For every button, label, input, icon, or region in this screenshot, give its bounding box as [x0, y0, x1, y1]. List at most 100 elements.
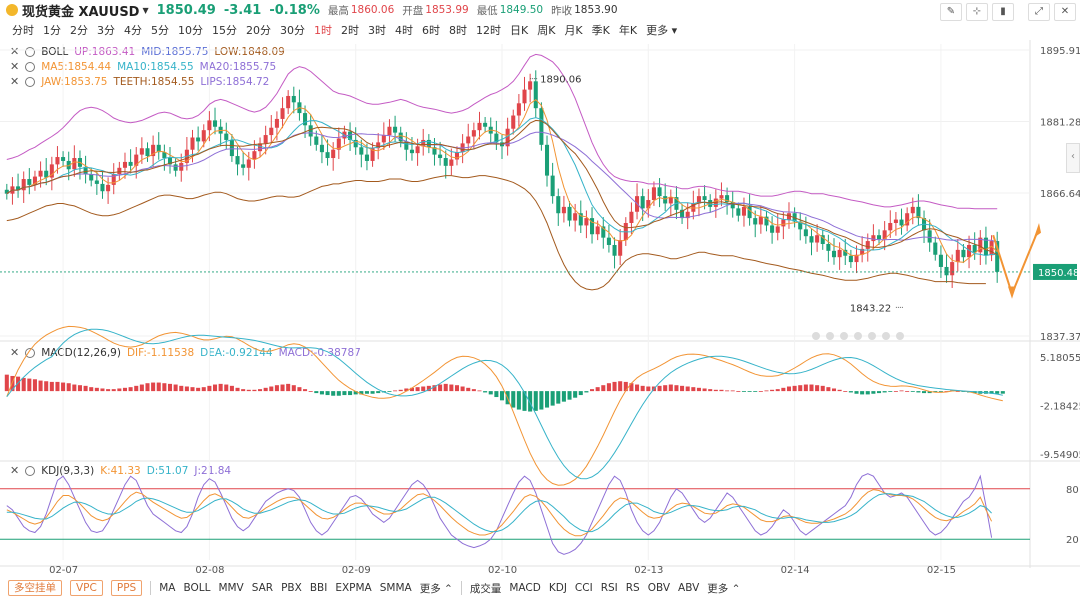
candle [916, 206, 921, 219]
candle [16, 186, 21, 191]
timeframe-10[interactable]: 1时 [314, 24, 332, 37]
timeframe-20[interactable]: 季K [591, 24, 610, 37]
sub-indicator-4[interactable]: RSI [600, 582, 618, 594]
timeframe-18[interactable]: 周K [537, 24, 556, 37]
candle [876, 235, 882, 240]
candle [803, 229, 808, 237]
main-indicator-4[interactable]: PBX [281, 582, 302, 594]
macd-bar [544, 391, 550, 408]
candle [94, 180, 99, 184]
close-icon[interactable]: ✕ [10, 45, 20, 58]
settings-icon[interactable] [25, 347, 36, 358]
timeframe-12[interactable]: 3时 [368, 24, 386, 37]
boll-name: BOLL [41, 45, 69, 58]
candle [933, 242, 938, 255]
macd-bar [274, 385, 279, 392]
macd-bar [910, 391, 915, 392]
sub-indicator-0[interactable]: 成交量 [469, 582, 502, 595]
side-panel-toggle-icon[interactable]: ‹ [1066, 143, 1080, 173]
timeframe-3[interactable]: 3分 [97, 24, 115, 37]
timeframe-2[interactable]: 2分 [70, 24, 88, 37]
main-indicator-8[interactable]: 更多 ⌃ [419, 582, 453, 595]
close-icon[interactable]: ✕ [10, 464, 20, 477]
candle [387, 126, 392, 136]
timeframe-8[interactable]: 20分 [246, 24, 271, 37]
macd-bar [989, 391, 994, 394]
symbol-title[interactable]: 现货黄金 XAUUSD [22, 4, 140, 20]
candle [179, 162, 184, 171]
candle [483, 122, 488, 127]
timeframe-13[interactable]: 4时 [395, 24, 413, 37]
close-icon[interactable]: ✕ [10, 346, 20, 359]
x-tick-label: 02-08 [195, 565, 224, 576]
macd-bar [798, 385, 803, 392]
candle-style-icon[interactable]: ▮ [992, 3, 1014, 21]
macd-bar [348, 391, 353, 396]
candle [4, 189, 9, 194]
timeframe-5[interactable]: 5分 [151, 24, 169, 37]
sub-indicator-7[interactable]: ABV [678, 582, 700, 594]
candle [770, 225, 775, 233]
tag-0[interactable]: 多空挂单 [8, 580, 62, 596]
timeframe-1[interactable]: 1分 [43, 24, 61, 37]
macd-bar [775, 389, 780, 392]
macd-bar [550, 391, 555, 406]
timeframe-21[interactable]: 年K [618, 24, 638, 37]
draw-tool-icon[interactable]: ✎ [940, 3, 962, 21]
sub-indicator-3[interactable]: CCI [574, 582, 593, 594]
macd-bar [786, 386, 792, 392]
timeframe-19[interactable]: 月K [564, 24, 583, 37]
ma5-line [6, 98, 998, 263]
main-indicator-0[interactable]: MA [159, 582, 176, 594]
candle [128, 161, 133, 166]
candle [854, 254, 859, 263]
settings-icon[interactable] [25, 76, 36, 87]
main-indicator-3[interactable]: SAR [251, 582, 274, 594]
sub-indicator-1[interactable]: MACD [509, 582, 541, 594]
close-icon[interactable]: ✕ [1054, 3, 1076, 21]
timeframe-16[interactable]: 12时 [476, 24, 501, 37]
sub-indicator-8[interactable]: 更多 ⌃ [707, 582, 741, 595]
timeframe-15[interactable]: 8时 [449, 24, 467, 37]
close-icon[interactable]: ✕ [10, 75, 20, 88]
timeframe-7[interactable]: 15分 [212, 24, 237, 37]
settings-icon[interactable] [25, 61, 36, 72]
expand-icon[interactable]: ⤢ [1028, 3, 1050, 21]
main-indicator-5[interactable]: BBI [309, 582, 328, 594]
timeframe-4[interactable]: 4分 [124, 24, 142, 37]
timeframe-0[interactable]: 分时 [12, 24, 34, 37]
candle [578, 213, 583, 226]
main-indicator-2[interactable]: MMV [218, 582, 244, 594]
d-line [6, 493, 992, 533]
timeframe-17[interactable]: 日K [510, 24, 529, 37]
timeframe-6[interactable]: 10分 [178, 24, 203, 37]
macd-bar [927, 391, 932, 394]
candle [499, 142, 505, 147]
candle [995, 241, 1000, 272]
close-icon[interactable]: ✕ [10, 60, 20, 73]
candle [27, 179, 32, 185]
price-change: -3.41 [223, 2, 262, 18]
settings-icon[interactable] [25, 465, 36, 476]
macd-bar [94, 387, 99, 392]
chevron-down-icon[interactable]: ▼ [142, 5, 149, 15]
sub-indicator-6[interactable]: OBV [647, 582, 671, 594]
candle [224, 133, 229, 140]
candle [758, 216, 763, 225]
sub-indicator-5[interactable]: RS [625, 582, 640, 594]
tag-1[interactable]: VPC [70, 580, 103, 596]
macd-bar [319, 391, 324, 395]
timeframe-14[interactable]: 6时 [422, 24, 440, 37]
main-indicator-7[interactable]: SMMA [379, 582, 412, 594]
main-indicator-6[interactable]: EXPMA [335, 582, 372, 594]
main-indicator-1[interactable]: BOLL [183, 582, 211, 594]
crosshair-icon[interactable]: ⊹ [966, 3, 988, 21]
timeframe-22[interactable]: 更多 ▾ [646, 24, 678, 37]
timeframe-9[interactable]: 30分 [280, 24, 305, 37]
tag-2[interactable]: PPS [110, 580, 143, 596]
sub-indicator-2[interactable]: KDJ [548, 582, 567, 594]
timeframe-11[interactable]: 2时 [341, 24, 359, 37]
chart-control-icon [812, 332, 820, 340]
settings-icon[interactable] [25, 46, 36, 57]
